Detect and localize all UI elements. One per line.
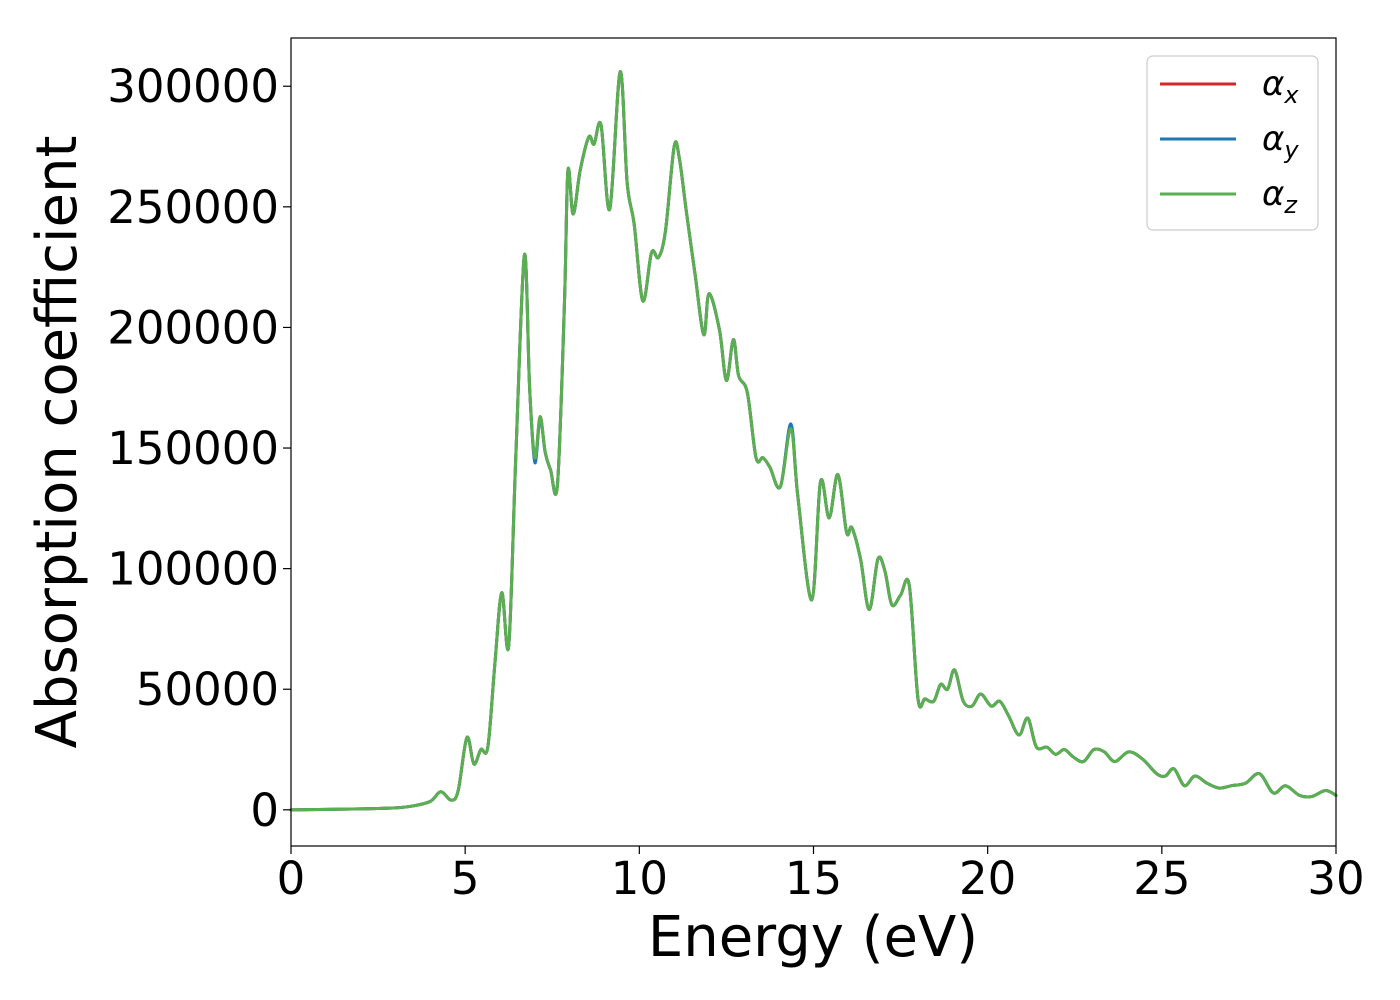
x-axis-ticks: 0 5 10 15 20 25 30: [277, 846, 1365, 905]
x-tick-label: 30: [1307, 852, 1364, 905]
legend-symbol: α: [1262, 174, 1284, 214]
y-tick-label: 250000: [107, 181, 279, 234]
legend-subscript: y: [1283, 136, 1299, 164]
y-tick-label: 200000: [107, 301, 279, 354]
legend-subscript: z: [1283, 191, 1298, 219]
legend-symbol: α: [1262, 119, 1284, 159]
x-tick-label: 10: [611, 852, 668, 905]
x-tick-label: 25: [1133, 852, 1190, 905]
y-tick-label: 300000: [107, 60, 279, 113]
series-layer: [289, 70, 1338, 812]
x-tick-label: 0: [277, 852, 306, 905]
legend-entry-y: αy: [1262, 119, 1299, 164]
y-tick-label: 0: [250, 784, 279, 837]
legend-subscript: x: [1283, 81, 1299, 109]
legend-entry-z: αz: [1262, 174, 1298, 219]
x-axis-label: Energy (eV): [648, 905, 978, 970]
y-tick-label: 100000: [107, 543, 279, 596]
legend-symbol: α: [1262, 64, 1284, 104]
series-line-z: [289, 70, 1338, 812]
legend-entry-x: αx: [1262, 64, 1299, 109]
x-tick-label: 20: [959, 852, 1016, 905]
x-tick-label: 15: [785, 852, 842, 905]
x-tick-label: 5: [451, 852, 480, 905]
y-axis-label: Absorption coefficient: [25, 136, 90, 749]
legend-box: [1146, 55, 1319, 231]
y-axis-ticks: 0 50000 100000 150000 200000 250000 300000: [107, 60, 291, 837]
y-tick-label: 50000: [136, 663, 279, 716]
y-tick-label: 150000: [107, 422, 279, 475]
